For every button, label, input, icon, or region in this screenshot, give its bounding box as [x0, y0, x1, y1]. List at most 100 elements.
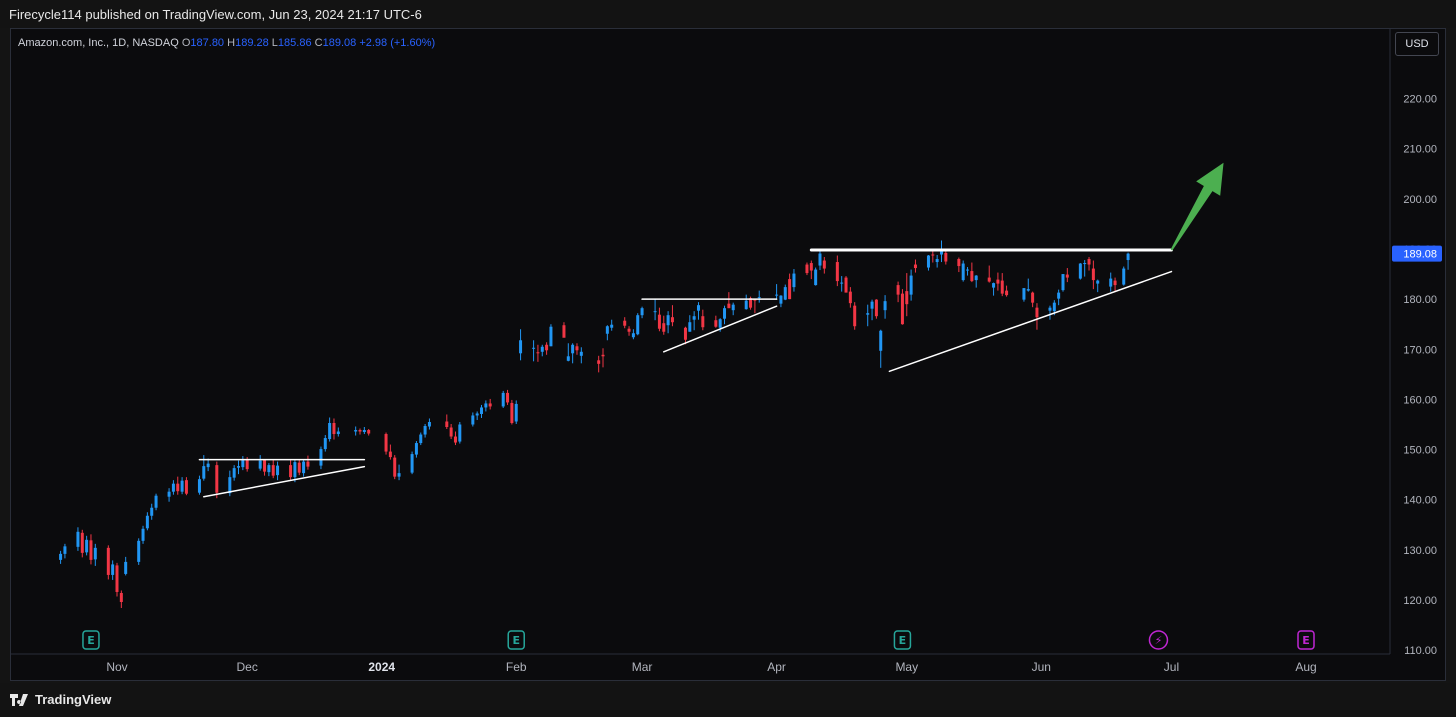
footer-bar: TradingView [0, 683, 1456, 717]
candle-body [267, 465, 271, 473]
candle-body [427, 421, 431, 427]
candle-body [814, 269, 818, 286]
chart-frame[interactable] [10, 28, 1446, 681]
candle-up [783, 284, 787, 301]
candle-up [870, 299, 874, 321]
breakout-arrow [1170, 162, 1224, 251]
low-label: L [271, 37, 278, 49]
candle-up [480, 404, 484, 418]
candle-body [59, 553, 63, 560]
candle-up [909, 269, 913, 301]
candle-up [484, 400, 488, 412]
x-tick-label: Aug [1295, 660, 1316, 674]
candle-up [241, 456, 245, 471]
candle-up [471, 412, 475, 427]
candle-body [562, 325, 566, 338]
candle-up [549, 324, 553, 347]
candle-body [753, 299, 757, 301]
candle-body [727, 303, 731, 309]
currency-button[interactable]: USD [1395, 32, 1439, 56]
candle-down [662, 315, 666, 335]
candle-up [150, 503, 154, 520]
open-label: O [181, 37, 191, 49]
dividend-event-icon: ⚡ [1148, 630, 1169, 650]
candle-body [514, 403, 518, 422]
candle-down [1035, 303, 1039, 330]
candle-down [1113, 277, 1117, 293]
candle-body [970, 271, 974, 282]
candle-up [59, 550, 63, 564]
candle-up [731, 302, 735, 316]
candle-body [909, 275, 913, 295]
grid-layer [11, 28, 1391, 655]
event-box [893, 630, 912, 650]
y-tick-label: 200.00 [1403, 194, 1437, 206]
candle-down [115, 562, 119, 597]
candle-up [744, 294, 748, 310]
candle-down [545, 342, 549, 355]
candle-body [76, 531, 80, 547]
trend-line [663, 305, 778, 353]
candle-body [484, 403, 488, 408]
tradingview-logo-icon [10, 693, 28, 706]
candle-up [154, 493, 158, 511]
y-tick-label: 130.00 [1403, 545, 1437, 557]
candle-body [670, 317, 674, 323]
candle-up [328, 417, 332, 442]
candle-body [480, 407, 484, 414]
event-label: E [87, 634, 95, 647]
candle-up [610, 319, 614, 331]
candle-body [783, 287, 787, 300]
candle-body [601, 354, 605, 357]
candle-body [1113, 280, 1117, 286]
candle-down [597, 355, 601, 373]
candle-body [510, 402, 514, 423]
candle-body [597, 360, 601, 364]
trend-line [888, 270, 1173, 373]
candle-body [879, 330, 883, 351]
trend-line [203, 465, 366, 498]
event-circle [1148, 630, 1169, 650]
candle-body [835, 262, 839, 282]
candle-down [996, 272, 1000, 291]
candle-body [410, 454, 414, 473]
candle-body [293, 462, 297, 478]
candle-down [701, 309, 705, 331]
candle-up [85, 535, 89, 556]
candle-body [115, 565, 119, 592]
candle-body [966, 269, 970, 271]
candle-up [992, 282, 996, 296]
candle-body [154, 495, 158, 508]
candle-body [1061, 274, 1065, 291]
candle-body [150, 507, 154, 516]
candle-up [571, 343, 575, 364]
candle-body [532, 347, 536, 349]
candle-down [575, 343, 579, 355]
candle-body [805, 264, 809, 274]
tradingview-logo[interactable]: TradingView [10, 692, 111, 707]
candle-body [445, 421, 449, 428]
candle-body [458, 424, 462, 442]
candle-body [775, 294, 779, 296]
candle-body [388, 451, 392, 458]
candle-down [848, 287, 852, 308]
candle-body [636, 315, 640, 335]
candle-down [1000, 273, 1004, 297]
candle-body [961, 263, 965, 281]
change-value: +2.98 (+1.60%) [359, 37, 436, 49]
candle-up [323, 435, 327, 452]
candle-body [297, 462, 301, 473]
candle-body [744, 300, 748, 310]
candle-body [232, 468, 236, 478]
close-label: C [314, 37, 323, 49]
candle-down [449, 423, 453, 440]
candle-body [844, 277, 848, 293]
candle-body [723, 308, 727, 319]
event-box [82, 630, 100, 650]
candle-down [367, 429, 371, 436]
x-tick-label: Nov [106, 660, 127, 674]
candle-body [358, 430, 362, 432]
candle-up [141, 525, 145, 544]
event-box [1297, 630, 1315, 650]
